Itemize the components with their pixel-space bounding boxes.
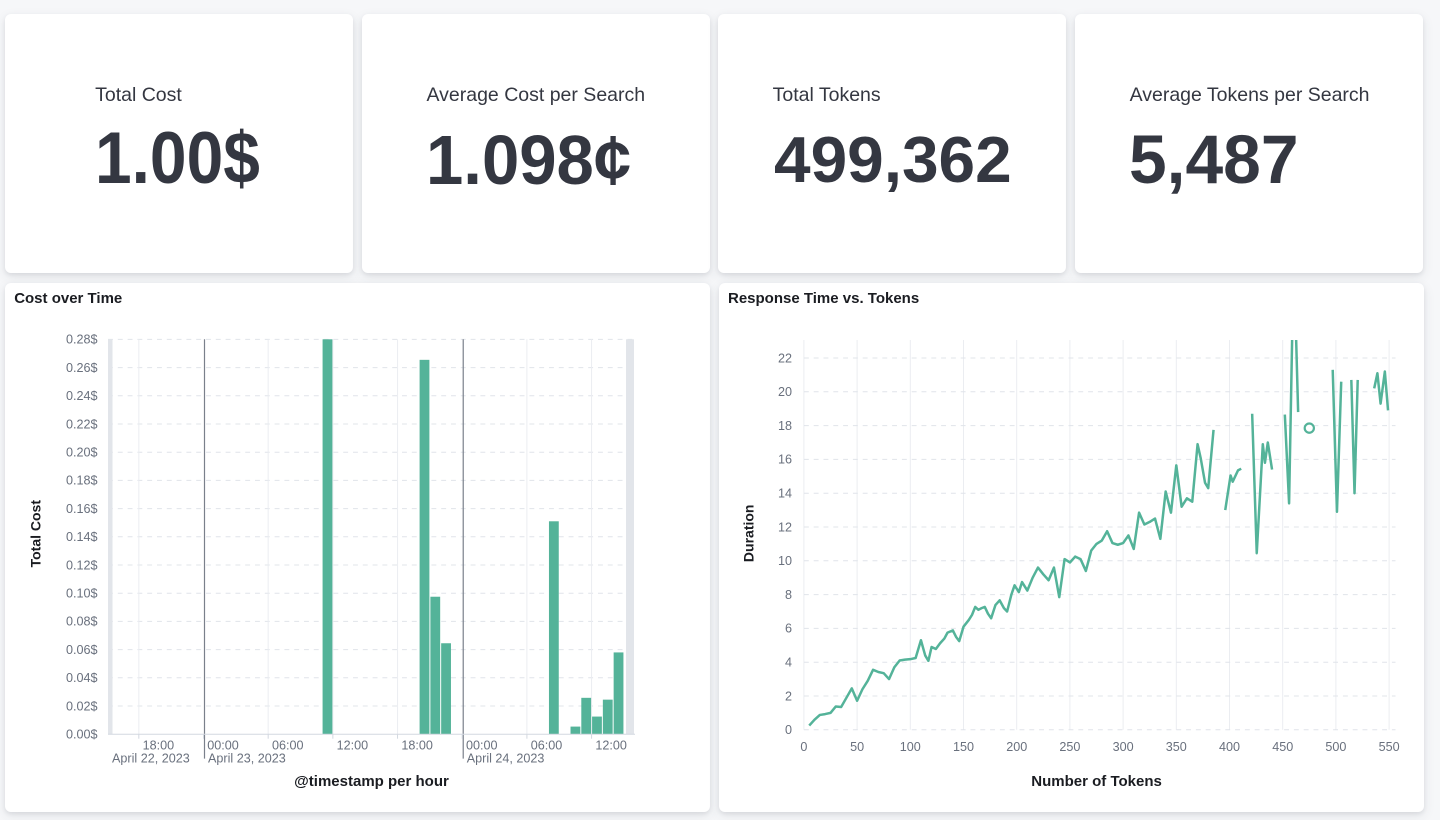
- svg-text:06:00: 06:00: [531, 739, 563, 753]
- svg-text:06:00: 06:00: [272, 739, 304, 753]
- svg-text:14: 14: [778, 487, 792, 501]
- svg-text:550: 550: [1379, 740, 1400, 754]
- svg-text:12:00: 12:00: [595, 739, 627, 753]
- svg-text:April 24, 2023: April 24, 2023: [467, 752, 545, 766]
- svg-text:6: 6: [785, 622, 792, 636]
- svg-text:@timestamp per hour: @timestamp per hour: [294, 774, 449, 791]
- svg-text:18: 18: [778, 419, 792, 433]
- svg-text:100: 100: [900, 740, 921, 754]
- svg-text:250: 250: [1059, 740, 1080, 754]
- svg-text:500: 500: [1325, 740, 1346, 754]
- svg-text:450: 450: [1272, 740, 1293, 754]
- svg-text:50: 50: [850, 740, 864, 754]
- svg-text:Duration: Duration: [741, 505, 757, 563]
- svg-text:0.00$: 0.00$: [66, 728, 98, 742]
- svg-text:12:00: 12:00: [337, 739, 369, 753]
- svg-text:00:00: 00:00: [207, 739, 239, 753]
- svg-text:18:00: 18:00: [401, 739, 433, 753]
- svg-text:0.18$: 0.18$: [66, 474, 98, 488]
- svg-text:4: 4: [785, 656, 792, 670]
- svg-text:10: 10: [778, 554, 792, 568]
- svg-text:0.04$: 0.04$: [66, 671, 98, 685]
- svg-text:200: 200: [1006, 740, 1027, 754]
- svg-text:0.12$: 0.12$: [66, 559, 98, 573]
- svg-text:400: 400: [1219, 740, 1240, 754]
- svg-text:0.06$: 0.06$: [66, 643, 98, 657]
- svg-text:16: 16: [778, 453, 792, 467]
- svg-text:18:00: 18:00: [143, 739, 175, 753]
- svg-text:Number of Tokens: Number of Tokens: [1031, 774, 1162, 791]
- svg-text:0.02$: 0.02$: [66, 700, 98, 714]
- svg-text:20: 20: [778, 385, 792, 399]
- svg-text:0.08$: 0.08$: [66, 615, 98, 629]
- svg-text:April 23, 2023: April 23, 2023: [208, 752, 286, 766]
- svg-text:300: 300: [1113, 740, 1134, 754]
- svg-text:0.10$: 0.10$: [66, 587, 98, 601]
- svg-text:0.20$: 0.20$: [66, 446, 98, 460]
- svg-text:Total Cost: Total Cost: [28, 500, 44, 568]
- svg-text:0.16$: 0.16$: [66, 502, 98, 516]
- svg-text:12: 12: [778, 521, 792, 535]
- svg-text:22: 22: [778, 352, 792, 366]
- svg-text:2: 2: [785, 690, 792, 704]
- svg-text:8: 8: [785, 588, 792, 602]
- svg-text:0.24$: 0.24$: [66, 389, 98, 403]
- svg-text:0.14$: 0.14$: [66, 530, 98, 544]
- svg-text:0: 0: [800, 740, 807, 754]
- svg-text:0.22$: 0.22$: [66, 418, 98, 432]
- svg-text:350: 350: [1166, 740, 1187, 754]
- svg-text:150: 150: [953, 740, 974, 754]
- svg-text:April 22, 2023: April 22, 2023: [112, 752, 190, 766]
- svg-text:0.26$: 0.26$: [66, 361, 98, 375]
- svg-text:0.28$: 0.28$: [66, 333, 98, 347]
- svg-text:00:00: 00:00: [466, 739, 498, 753]
- svg-text:0: 0: [785, 723, 792, 737]
